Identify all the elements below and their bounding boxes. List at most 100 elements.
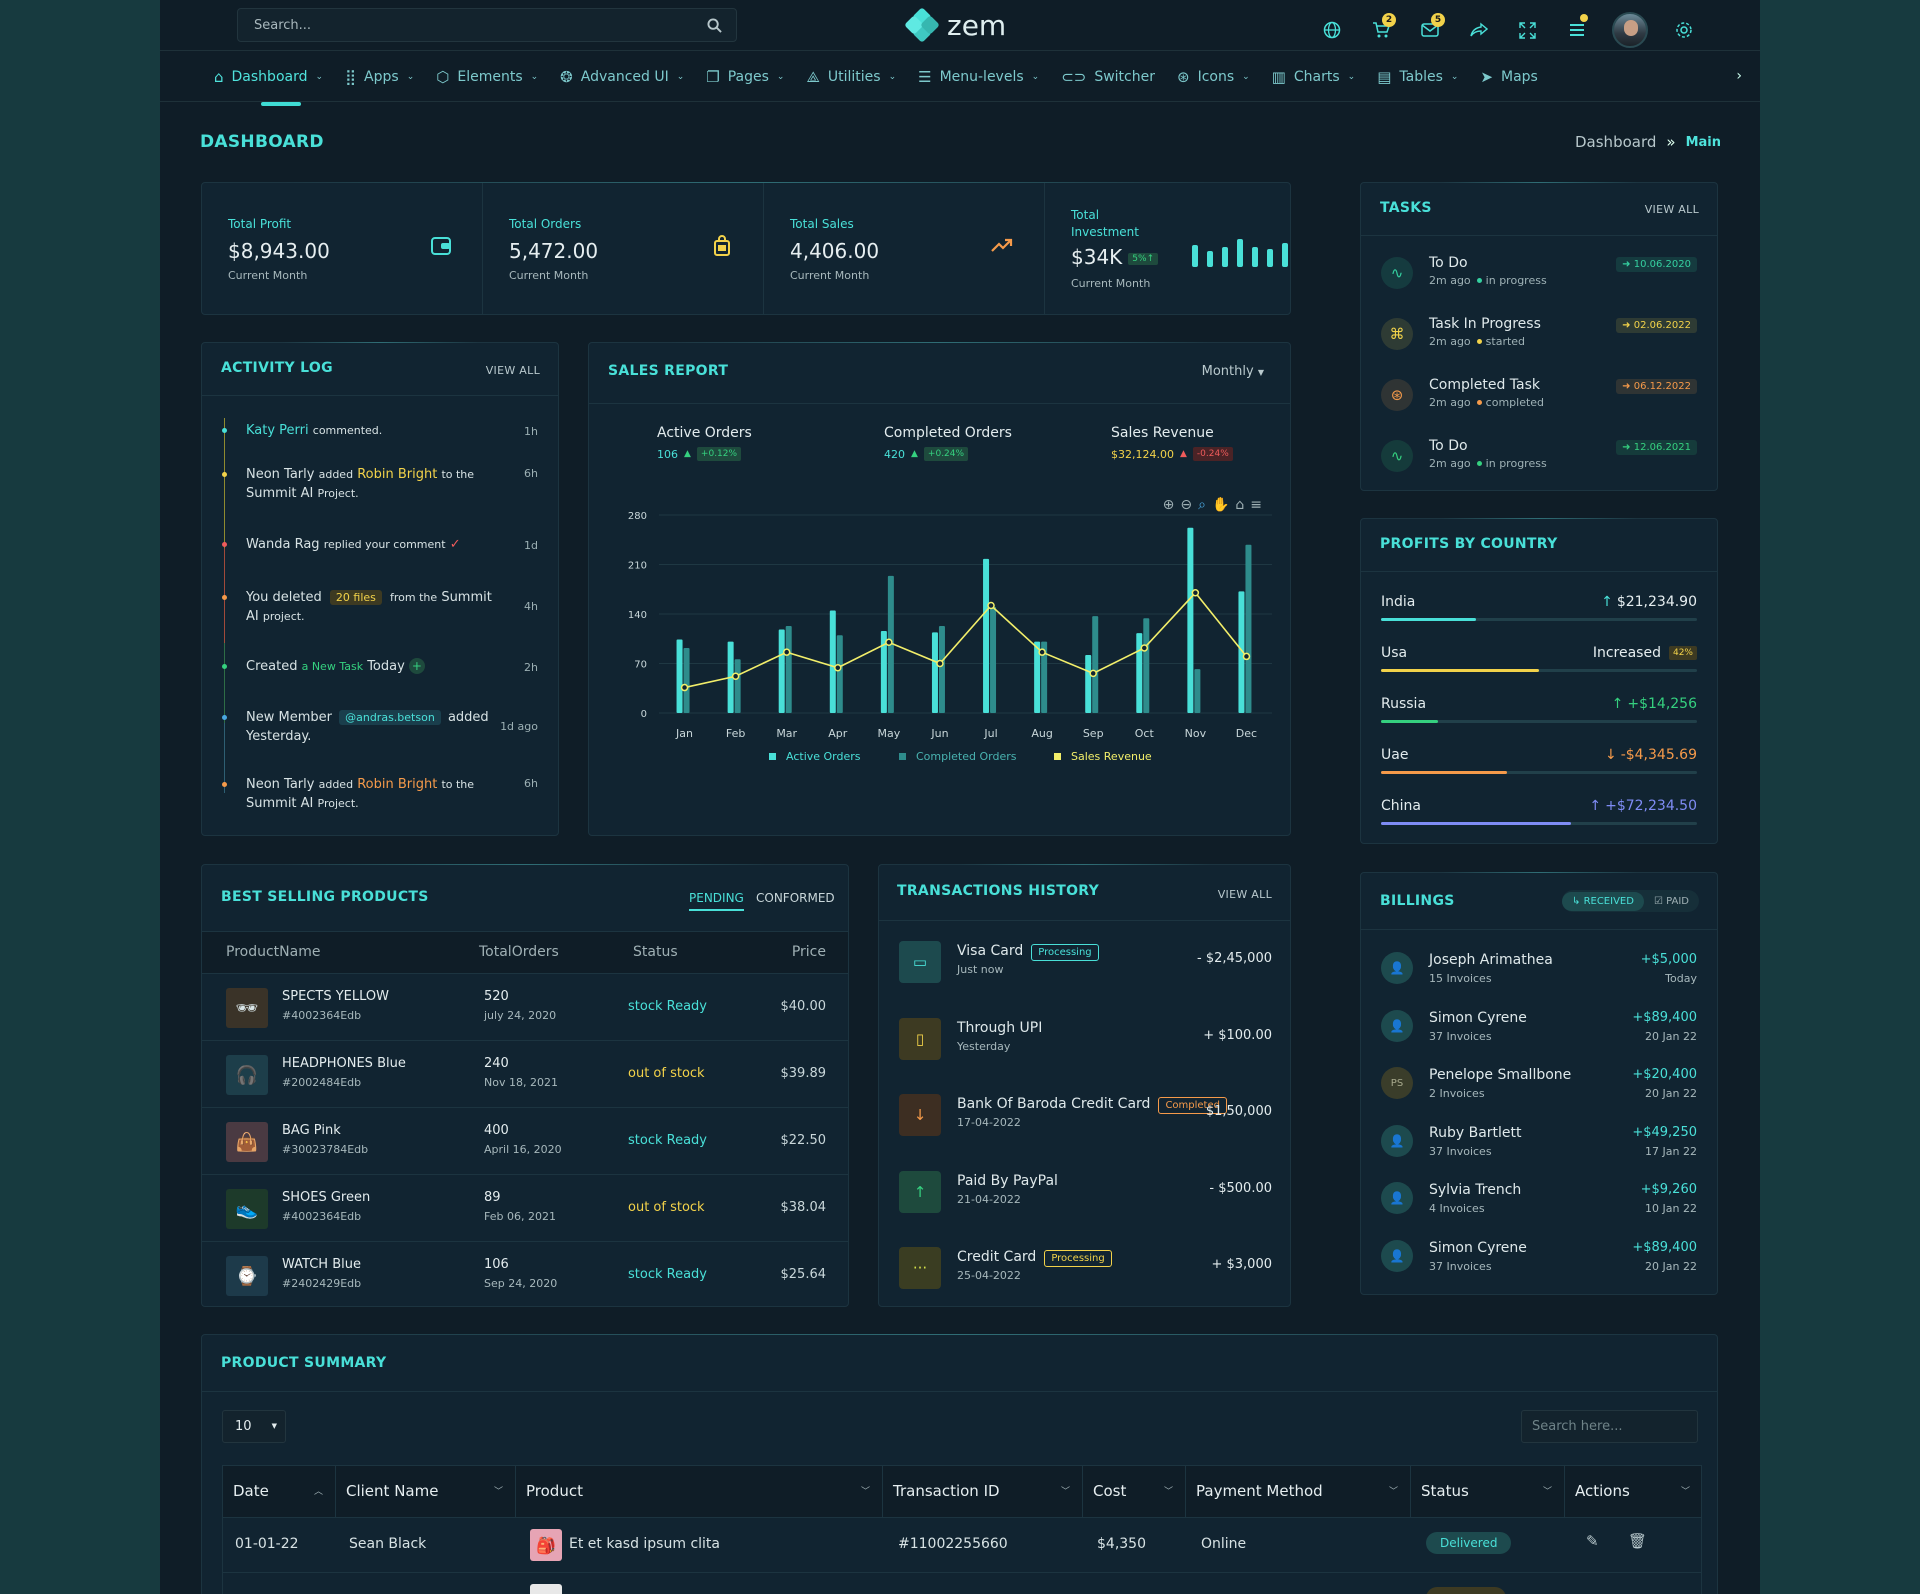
fullscreen-icon[interactable] [1514, 17, 1541, 44]
line-point[interactable] [1242, 652, 1251, 661]
nav-item-charts[interactable]: ▥ Charts ⌄ [1272, 68, 1356, 86]
legend-label[interactable]: Sales Revenue [1071, 750, 1152, 763]
bar-active-orders[interactable] [1238, 591, 1245, 713]
edit-icon[interactable]: ✎ [1586, 1532, 1599, 1550]
line-point[interactable] [1140, 644, 1149, 652]
transaction-item[interactable]: ▭ Visa Card Processing Just now - $2,45,000 [899, 937, 1272, 997]
bar-completed-orders[interactable] [836, 635, 843, 713]
user-avatar[interactable] [1612, 12, 1648, 48]
bar-completed-orders[interactable] [734, 659, 741, 713]
reset-home-icon[interactable]: ⌂ [1235, 497, 1245, 513]
line-point[interactable] [1089, 669, 1097, 678]
notification-menu-icon[interactable] [1563, 13, 1590, 44]
column-header-cost[interactable]: Cost ﹀ [1083, 1466, 1186, 1518]
delete-trash-icon[interactable]: 🗑 [1628, 1532, 1648, 1550]
summary-search-input[interactable]: Search here... [1521, 1410, 1698, 1443]
task-item[interactable]: ∿ To Do 2m ago in progress ➜ 12.06.2021 [1381, 432, 1697, 480]
tab-paid[interactable]: ☑ PAID [1653, 895, 1689, 907]
zoom-in-icon[interactable]: ⊕ [1162, 497, 1175, 513]
billing-item[interactable]: 👤 Simon Cyrene 37 Invoices +$89,400 20 Jan 2… [1381, 1008, 1697, 1064]
bar-completed-orders[interactable] [683, 647, 690, 713]
bar-active-orders[interactable] [1136, 633, 1143, 713]
billing-item[interactable]: 👤 Joseph Arimathea 15 Invoices +$5,000 Today [1381, 950, 1697, 1006]
legend-label[interactable]: Completed Orders [916, 750, 1017, 763]
billing-item[interactable]: 👤 Simon Cyrene 37 Invoices +$89,400 20 Jan 2… [1381, 1238, 1697, 1294]
tab-received[interactable]: ↳ RECEIVED [1562, 891, 1644, 911]
table-row[interactable]: 🕶 SPECTS YELLOW #4002364Edb 520 july 24, 202… [202, 973, 848, 1040]
activity-user[interactable]: Katy Perri [246, 423, 309, 438]
task-item[interactable]: ⌘ Task In Progress 2m ago started ➜ 02.06.20… [1381, 310, 1697, 358]
nav-item-advanced-ui[interactable]: ❂ Advanced UI ⌄ [560, 68, 684, 86]
nav-item-utilities[interactable]: ⟁ Utilities ⌄ [806, 68, 896, 86]
transaction-item[interactable]: ↓ Bank Of Baroda Credit Card Completed 17-0… [899, 1090, 1272, 1150]
column-header-status[interactable]: Status ﹀ [1411, 1466, 1565, 1518]
bar-active-orders[interactable] [1187, 527, 1194, 713]
bar-active-orders[interactable] [880, 630, 887, 713]
nav-item-elements[interactable]: ⬡ Elements ⌄ [436, 68, 538, 86]
table-row[interactable]: 🎧 HEADPHONES Blue #2002484Edb 240 Nov 18, 20… [202, 1040, 848, 1107]
activity-view-all[interactable]: VIEW ALL [485, 364, 540, 377]
line-point[interactable] [885, 638, 893, 647]
bar-completed-orders[interactable] [1092, 616, 1099, 713]
bar-completed-orders[interactable] [1194, 669, 1201, 713]
new-task-link[interactable]: a New Task [301, 660, 364, 673]
breadcrumb-dashboard[interactable]: Dashboard [1575, 133, 1657, 151]
nav-item-dashboard[interactable]: ⌂ Dashboard ⌄ [214, 68, 323, 86]
column-header-transaction-id[interactable]: Transaction ID ﹀ [883, 1466, 1083, 1518]
billing-item[interactable]: PS Penelope Smallbone 2 Invoices +$20,400 20… [1381, 1065, 1697, 1121]
line-point[interactable] [1038, 648, 1046, 656]
cart-icon[interactable]: 2 [1367, 12, 1396, 44]
transaction-item[interactable]: ↑ Paid By PayPal 21-04-2022 - $500.00 [899, 1167, 1272, 1227]
activity-mention[interactable]: Robin Bright [357, 467, 438, 482]
chart-menu-icon[interactable]: ≡ [1250, 497, 1262, 513]
tab-pending[interactable]: PENDING [689, 891, 744, 911]
transactions-view-all[interactable]: VIEW ALL [1217, 888, 1272, 901]
billing-item[interactable]: 👤 Sylvia Trench 4 Invoices +$9,260 10 Jan 22 [1381, 1180, 1697, 1236]
brand-logo[interactable]: zem [905, 8, 1006, 42]
column-header-date[interactable]: Date ︿ [223, 1466, 336, 1518]
task-item[interactable]: ∿ To Do 2m ago in progress ➜ 10.06.2020 [1381, 249, 1697, 297]
table-row[interactable]: 👜 BAG Pink #30023784Edb 400 April 16, 2020 st… [202, 1107, 848, 1174]
add-task-icon[interactable]: + [408, 658, 425, 674]
member-handle-badge[interactable]: @andras.betson [339, 710, 441, 725]
task-item[interactable]: ⊛ Completed Task 2m ago completed ➜ 06.12.20… [1381, 371, 1697, 419]
bar-active-orders[interactable] [829, 610, 836, 713]
line-point[interactable] [834, 663, 842, 672]
tab-conformed[interactable]: CONFORMED [756, 891, 835, 905]
zoom-select-icon[interactable]: ⌕ [1198, 497, 1206, 513]
line-point[interactable] [987, 601, 995, 610]
mail-icon[interactable]: 5 [1416, 12, 1445, 44]
bar-active-orders[interactable] [931, 632, 938, 713]
nav-item-switcher[interactable]: ⊂⊃ Switcher [1061, 68, 1155, 86]
nav-item-pages[interactable]: ❐ Pages ⌄ [706, 68, 784, 86]
line-point[interactable] [680, 683, 689, 692]
table-row[interactable]: ⌚ WATCH Blue #2402429Edb 106 Sep 24, 2020 sto… [202, 1241, 848, 1308]
bar-completed-orders[interactable] [785, 626, 792, 713]
bar-completed-orders[interactable] [938, 626, 945, 713]
bar-active-orders[interactable] [676, 639, 683, 713]
line-point[interactable] [1191, 589, 1200, 597]
transaction-item[interactable]: ··· Credit Card Processing 25-04-2022 + $3,0… [899, 1243, 1272, 1303]
legend-label[interactable]: Active Orders [786, 750, 861, 763]
bar-completed-orders[interactable] [990, 606, 997, 713]
settings-gear-icon[interactable] [1670, 17, 1697, 44]
billing-item[interactable]: 👤 Ruby Bartlett 37 Invoices +$49,250 17 Jan … [1381, 1123, 1697, 1179]
nav-item-maps[interactable]: ➤ Maps [1480, 68, 1537, 86]
bar-completed-orders[interactable] [1041, 641, 1048, 713]
nav-item-icons[interactable]: ⊛ Icons ⌄ [1177, 68, 1250, 86]
bar-active-orders[interactable] [1085, 655, 1092, 713]
bar-active-orders[interactable] [1034, 641, 1041, 713]
column-header-client-name[interactable]: Client Name ﹀ [336, 1466, 516, 1518]
search-icon[interactable] [707, 18, 722, 33]
bar-active-orders[interactable] [983, 558, 990, 713]
nav-scroll-right-icon[interactable]: › [1736, 68, 1742, 84]
search-input[interactable]: Search... [237, 8, 737, 42]
pan-hand-icon[interactable]: ✋ [1211, 497, 1230, 513]
share-icon[interactable] [1465, 17, 1492, 44]
period-dropdown[interactable]: Monthly ▼ [1202, 364, 1264, 379]
column-header-actions[interactable]: Actions ﹀ [1565, 1466, 1702, 1518]
transaction-item[interactable]: ▯ Through UPI Yesterday + $100.00 [899, 1014, 1272, 1074]
zoom-out-icon[interactable]: ⊖ [1180, 497, 1193, 513]
activity-mention[interactable]: Robin Bright [357, 777, 438, 792]
line-point[interactable] [731, 672, 740, 680]
